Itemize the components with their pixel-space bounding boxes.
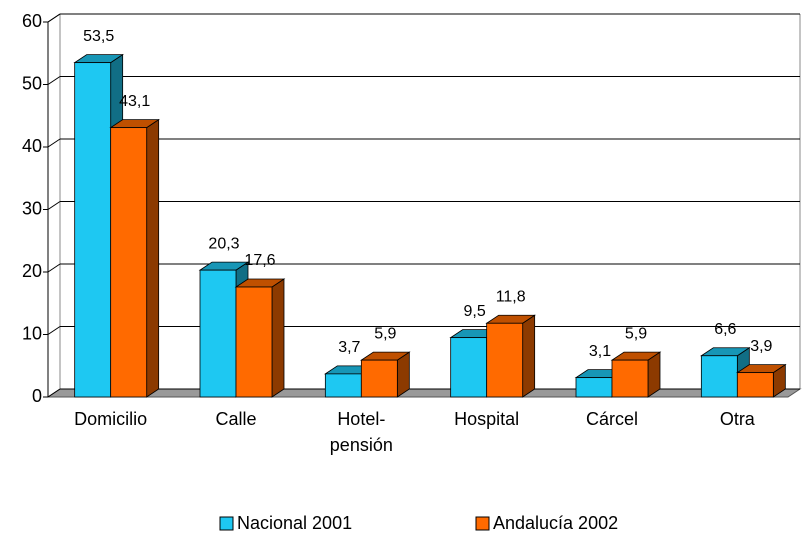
y-tick-label: 60 (22, 11, 42, 31)
bar-front (324, 373, 362, 398)
x-tick-label: Hotel-pensión (329, 409, 393, 455)
bar-front (486, 322, 524, 398)
grid-line-depth (47, 13, 61, 23)
bar (736, 363, 787, 398)
value-label: 3,7 (338, 339, 360, 356)
bar-front (700, 355, 738, 398)
value-label: 17,6 (244, 252, 275, 269)
grid-line-depth (47, 76, 61, 85)
bar-front (450, 337, 488, 398)
bar-side (146, 118, 160, 398)
value-label: 9,5 (464, 303, 486, 320)
x-tick-label: Otra (719, 409, 755, 429)
bar-side (522, 314, 536, 398)
grid-line-depth (47, 263, 61, 273)
y-tick-label: 40 (22, 136, 42, 156)
grid-line-depth (47, 388, 61, 398)
bar-front (575, 377, 613, 398)
legend-label: Andalucía 2002 (493, 513, 618, 533)
bar (234, 278, 286, 398)
value-label: 5,9 (374, 325, 396, 342)
bar (360, 351, 411, 398)
x-tick-label: Calle (215, 409, 257, 429)
bar (109, 118, 160, 398)
bar-front (74, 62, 112, 398)
grid-line-depth (47, 201, 61, 210)
legend-swatch (219, 516, 234, 531)
bar (610, 351, 662, 398)
y-tick-label: 20 (22, 261, 42, 281)
y-tick-label: 0 (32, 386, 42, 406)
value-label: 53,5 (83, 28, 114, 45)
x-tick-label: Domicilio (74, 409, 148, 429)
x-tick-label: Hospital (454, 409, 520, 429)
legend-label: Nacional 2001 (237, 513, 352, 533)
value-label: 5,9 (625, 325, 647, 342)
floor (46, 388, 802, 398)
x-tick-label: Cárcel (585, 409, 638, 429)
bar (485, 314, 536, 398)
bar-front (199, 269, 237, 398)
bar-front (360, 359, 398, 398)
y-tick-label: 50 (22, 73, 42, 93)
bar-front (736, 372, 774, 398)
bar-front (235, 286, 273, 398)
value-label: 3,9 (750, 338, 772, 355)
bar-front (611, 359, 649, 398)
bar-front (110, 127, 148, 398)
value-label: 20,3 (208, 235, 239, 252)
legend-swatch (475, 516, 490, 531)
bar-side (271, 278, 285, 398)
value-label: 11,8 (496, 288, 526, 305)
grid-line-depth (47, 138, 61, 148)
grid-line-depth (47, 326, 61, 335)
value-label: 6,6 (714, 321, 736, 338)
y-tick-label: 30 (22, 198, 42, 218)
y-tick-label: 10 (22, 323, 42, 343)
value-label: 43,1 (119, 93, 150, 110)
value-label: 3,1 (589, 343, 611, 360)
